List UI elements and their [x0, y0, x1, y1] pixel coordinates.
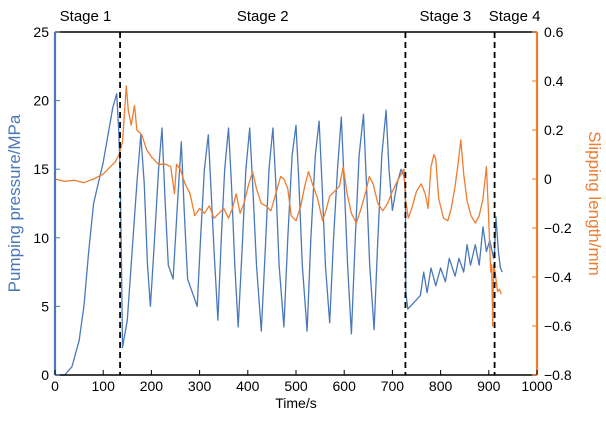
- x-tick-label: 700: [381, 378, 405, 394]
- x-tick-label: 800: [429, 378, 453, 394]
- x-tick-label: 1000: [521, 378, 552, 394]
- x-tick-label: 600: [333, 378, 357, 394]
- y-left-tick-label: 10: [33, 230, 49, 246]
- y-right-tick-label: 0.6: [544, 24, 564, 40]
- x-tick-label: 0: [51, 378, 59, 394]
- y-right-tick-label: −0.2: [544, 220, 572, 236]
- x-tick-label: 400: [236, 378, 260, 394]
- y-right-tick-label: 0.2: [544, 122, 564, 138]
- x-tick-label: 500: [284, 378, 308, 394]
- y-left-tick-label: 5: [41, 298, 49, 314]
- y-left-tick-label: 15: [33, 161, 49, 177]
- x-tick-label: 900: [477, 378, 501, 394]
- stage-label: Stage 4: [489, 8, 541, 25]
- stage-label: Stage 3: [420, 8, 472, 25]
- y-right-tick-label: −0.4: [544, 269, 572, 285]
- pumping-pressure-line: [55, 93, 503, 376]
- x-axis-title: Time/s: [275, 395, 316, 411]
- x-tick-label: 200: [140, 378, 164, 394]
- slipping-length-line: [54, 85, 502, 327]
- y-right-tick-label: 0.4: [544, 73, 564, 89]
- y-left-tick-label: 20: [33, 93, 49, 109]
- y-left-tick-label: 0: [41, 367, 49, 383]
- x-tick-label: 100: [92, 378, 116, 394]
- stage-label: Stage 1: [60, 8, 112, 25]
- x-tick-label: 300: [188, 378, 212, 394]
- y-right-tick-label: −0.8: [544, 367, 572, 383]
- y-left-axis-title: Pumping pressure/MPa: [5, 114, 24, 292]
- y-left-tick-label: 25: [33, 24, 49, 40]
- y-right-tick-label: −0.6: [544, 318, 572, 334]
- stage-label: Stage 2: [237, 8, 289, 25]
- y-right-tick-label: 0: [544, 171, 552, 187]
- y-right-axis-title: Slipping length/mm: [585, 131, 604, 276]
